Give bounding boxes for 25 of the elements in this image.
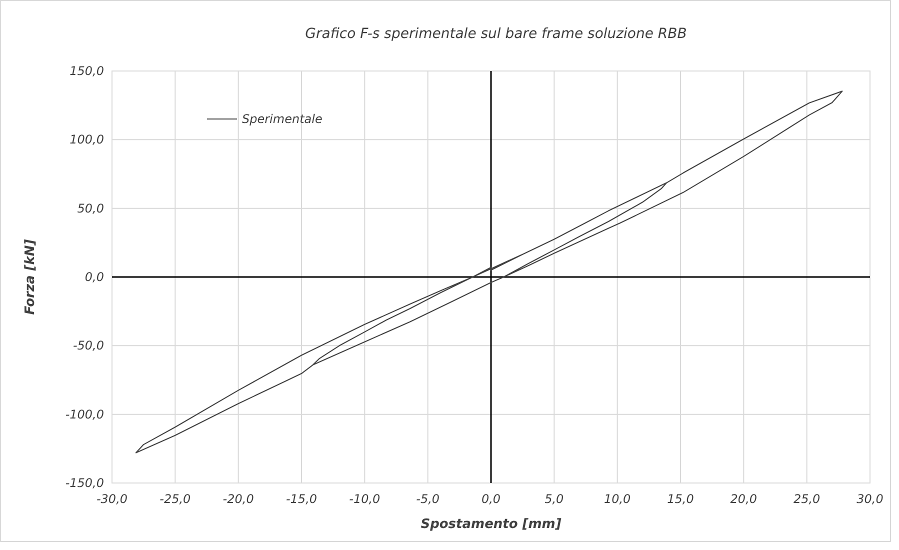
x-axis-title: Spostamento [mm]	[420, 517, 562, 532]
x-tick-label: -20,0	[222, 492, 254, 506]
x-tick-label: -30,0	[96, 492, 128, 506]
y-tick-label: 100,0	[70, 132, 104, 147]
x-tick-label: 25,0	[793, 492, 821, 506]
y-tick-label: -150,0	[65, 476, 104, 490]
x-tick-label: 0,0	[481, 492, 501, 506]
y-tick-label: 150,0	[70, 64, 104, 78]
x-tick-label: -5,0	[416, 492, 440, 506]
line-series	[135, 90, 843, 454]
legend-label: Sperimentale	[242, 112, 322, 126]
x-tick-label: 10,0	[604, 492, 632, 506]
x-tick-label: -10,0	[349, 492, 381, 506]
y-tick-label: -100,0	[65, 407, 104, 422]
y-axis-title: Forza [kN]	[23, 239, 38, 315]
x-tick-label: 30,0	[856, 492, 884, 506]
y-tick-label: 0,0	[84, 270, 104, 284]
x-tick-label: -15,0	[286, 492, 318, 506]
x-tick-label: -25,0	[160, 492, 192, 506]
x-tick-label: 20,0	[730, 492, 758, 506]
x-tick-label: 5,0	[544, 492, 564, 506]
x-tick-label: 15,0	[667, 492, 694, 506]
y-tick-label: 50,0	[77, 201, 104, 216]
y-tick-label: -50,0	[72, 338, 104, 353]
chart-title: Grafico F-s sperimentale sul bare frame soluzione RBB	[305, 26, 687, 42]
